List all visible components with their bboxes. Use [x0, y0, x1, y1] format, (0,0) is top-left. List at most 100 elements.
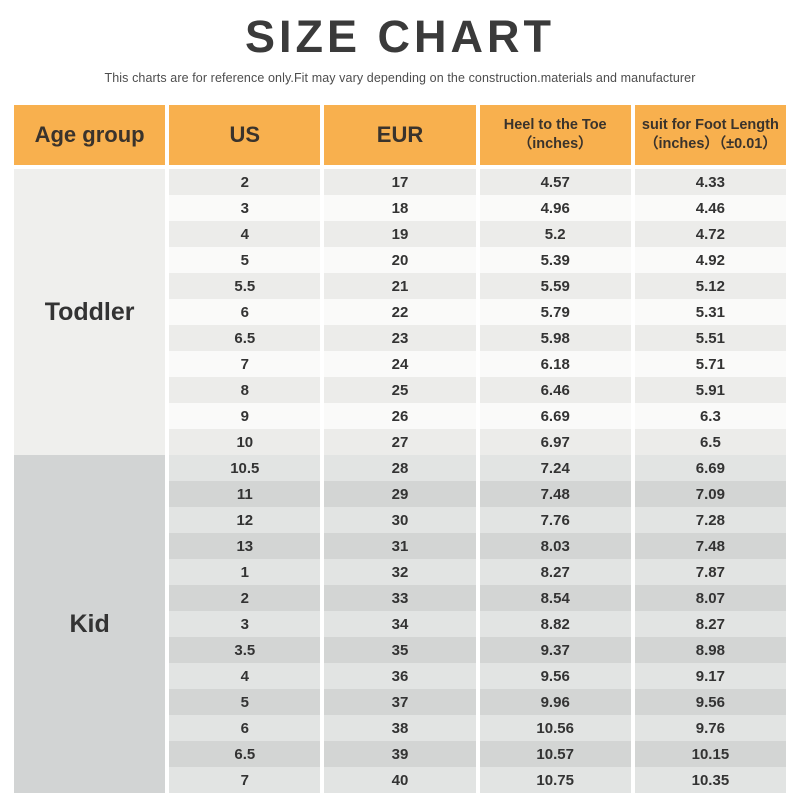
header-cell-heel-to-toe: Heel to the Toe （inches） [479, 105, 631, 165]
header-label-heel-line2: （inches） [517, 136, 593, 152]
table-row: 1 32 8.27 7.87 [169, 559, 786, 585]
age-group-kid-cell: Kid [14, 455, 166, 793]
eur-size-cell: 39 [324, 741, 476, 767]
table-row: 2 33 8.54 8.07 [169, 585, 786, 611]
header-label-eur: EUR [376, 122, 424, 147]
foot-length-cell: 10.15 [634, 741, 786, 767]
table-row: 7 24 6.18 5.71 [169, 351, 786, 377]
heel-to-toe-cell: 5.59 [479, 273, 631, 299]
heel-to-toe-cell: 6.69 [479, 403, 631, 429]
heel-to-toe-cell: 9.96 [479, 689, 631, 715]
eur-size-cell: 18 [324, 195, 476, 221]
table-row: 12 30 7.76 7.28 [169, 507, 786, 533]
heel-to-toe-cell: 4.96 [479, 195, 631, 221]
us-size-cell: 6 [169, 715, 321, 741]
heel-to-toe-cell: 7.48 [479, 481, 631, 507]
header-cell-foot-length: suit for Foot Length （inches）（±0.01） [634, 105, 786, 165]
foot-length-cell: 4.33 [634, 169, 786, 195]
eur-size-cell: 38 [324, 715, 476, 741]
us-size-cell: 1 [169, 559, 321, 585]
header-cell-eur: EUR [324, 105, 476, 165]
header-label-heel-line1: Heel to the Toe [503, 117, 607, 134]
header-label-foot-line2: （inches）（±0.01） [643, 136, 777, 152]
age-group-column: Toddler Kid [14, 169, 166, 793]
eur-size-cell: 30 [324, 507, 476, 533]
heel-to-toe-cell: 8.54 [479, 585, 631, 611]
us-size-cell: 6 [169, 299, 321, 325]
heel-to-toe-cell: 10.57 [479, 741, 631, 767]
foot-length-cell: 4.72 [634, 221, 786, 247]
header-cell-age-group: Age group [14, 105, 166, 165]
us-size-cell: 7 [169, 351, 321, 377]
page-subtitle: This charts are for reference only.Fit m… [104, 70, 696, 85]
heel-to-toe-cell: 5.98 [479, 325, 631, 351]
foot-length-cell: 6.3 [634, 403, 786, 429]
foot-length-cell: 6.5 [634, 429, 786, 455]
eur-size-cell: 26 [324, 403, 476, 429]
heel-to-toe-cell: 10.75 [479, 767, 631, 793]
table-row: 11 29 7.48 7.09 [169, 481, 786, 507]
eur-size-cell: 35 [324, 637, 476, 663]
us-size-cell: 4 [169, 663, 321, 689]
eur-size-cell: 32 [324, 559, 476, 585]
eur-size-cell: 17 [324, 169, 476, 195]
table-row: 3 18 4.96 4.46 [169, 195, 786, 221]
eur-size-cell: 28 [324, 455, 476, 481]
eur-size-cell: 24 [324, 351, 476, 377]
eur-size-cell: 25 [324, 377, 476, 403]
table-header-row: Age group US EUR Heel to the Toe （inches… [14, 105, 786, 165]
header-label-age-group: Age group [34, 122, 145, 147]
age-group-toddler-cell: Toddler [14, 169, 166, 455]
heel-to-toe-cell: 9.37 [479, 637, 631, 663]
table-row: 9 26 6.69 6.3 [169, 403, 786, 429]
us-size-cell: 3 [169, 611, 321, 637]
us-size-cell: 9 [169, 403, 321, 429]
us-size-cell: 10.5 [169, 455, 321, 481]
foot-length-cell: 7.09 [634, 481, 786, 507]
us-size-cell: 6.5 [169, 741, 321, 767]
heel-to-toe-cell: 10.56 [479, 715, 631, 741]
eur-size-cell: 34 [324, 611, 476, 637]
eur-size-cell: 20 [324, 247, 476, 273]
foot-length-cell: 5.51 [634, 325, 786, 351]
us-size-cell: 12 [169, 507, 321, 533]
foot-length-cell: 9.17 [634, 663, 786, 689]
us-size-cell: 5.5 [169, 273, 321, 299]
us-size-cell: 3.5 [169, 637, 321, 663]
table-row: 7 40 10.75 10.35 [169, 767, 786, 793]
foot-length-cell: 8.27 [634, 611, 786, 637]
table-row: 3 34 8.82 8.27 [169, 611, 786, 637]
foot-length-cell: 5.31 [634, 299, 786, 325]
heel-to-toe-cell: 7.24 [479, 455, 631, 481]
eur-size-cell: 22 [324, 299, 476, 325]
table-row: 6.5 39 10.57 10.15 [169, 741, 786, 767]
us-size-cell: 4 [169, 221, 321, 247]
table-row: 8 25 6.46 5.91 [169, 377, 786, 403]
us-size-cell: 6.5 [169, 325, 321, 351]
kid-rows-group: 10.5 28 7.24 6.69 11 29 7.48 7.09 12 30 … [169, 455, 786, 793]
eur-size-cell: 23 [324, 325, 476, 351]
us-size-cell: 5 [169, 689, 321, 715]
eur-size-cell: 27 [324, 429, 476, 455]
table-row: 3.5 35 9.37 8.98 [169, 637, 786, 663]
eur-size-cell: 33 [324, 585, 476, 611]
eur-size-cell: 19 [324, 221, 476, 247]
foot-length-cell: 4.46 [634, 195, 786, 221]
heel-to-toe-cell: 9.56 [479, 663, 631, 689]
eur-size-cell: 31 [324, 533, 476, 559]
size-table: Age group US EUR Heel to the Toe （inches… [14, 105, 786, 793]
table-row: 6.5 23 5.98 5.51 [169, 325, 786, 351]
foot-length-cell: 7.87 [634, 559, 786, 585]
eur-size-cell: 37 [324, 689, 476, 715]
eur-size-cell: 29 [324, 481, 476, 507]
table-row: 5.5 21 5.59 5.12 [169, 273, 786, 299]
eur-size-cell: 40 [324, 767, 476, 793]
table-row: 6 38 10.56 9.76 [169, 715, 786, 741]
heel-to-toe-cell: 8.82 [479, 611, 631, 637]
us-size-cell: 3 [169, 195, 321, 221]
table-row: 6 22 5.79 5.31 [169, 299, 786, 325]
us-size-cell: 8 [169, 377, 321, 403]
foot-length-cell: 7.28 [634, 507, 786, 533]
foot-length-cell: 6.69 [634, 455, 786, 481]
